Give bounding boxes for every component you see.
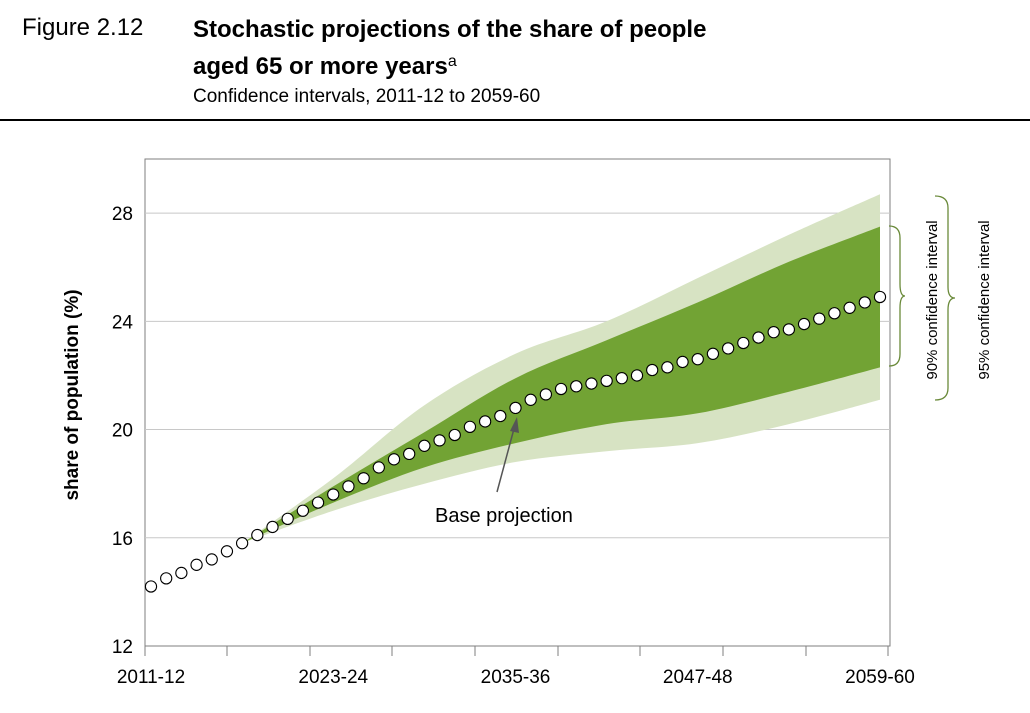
y-tick-label: 12 xyxy=(112,637,133,658)
base-projection-point xyxy=(828,307,841,320)
base-projection-point xyxy=(661,361,674,374)
figure-title: Stochastic projections of the share of p… xyxy=(193,14,706,83)
x-axis: 2011-12 2023-24 2035-36 2047-48 2059-60 xyxy=(117,646,915,688)
base-projection-point xyxy=(175,566,188,580)
x-tick-label: 2023-24 xyxy=(298,667,368,688)
base-projection-point xyxy=(843,301,856,314)
base-projection-arrowhead xyxy=(510,417,519,433)
figure-subtitle: Confidence intervals, 2011-12 to 2059-60 xyxy=(193,86,541,107)
plot-area xyxy=(144,158,891,647)
base-projection-point xyxy=(403,447,416,461)
base-projection-point xyxy=(463,420,477,433)
base-projection-point xyxy=(873,290,887,304)
y-tick-labels: 12 16 20 24 28 xyxy=(112,204,134,658)
base-projection-point xyxy=(554,382,568,396)
base-projection-point xyxy=(190,558,203,571)
base-projection-point xyxy=(311,496,325,509)
base-projection-point xyxy=(721,342,735,355)
base-projection-point xyxy=(281,512,294,525)
base-projection-point xyxy=(539,388,553,401)
figure-title-line2: aged 65 or more years xyxy=(193,53,448,80)
x-tick-label: 2047-48 xyxy=(663,667,733,688)
ci90-label: 90% confidence interval xyxy=(924,220,941,379)
y-axis-label: share of population (%) xyxy=(62,289,83,500)
base-projection-point xyxy=(478,415,492,428)
y-tick-label: 24 xyxy=(112,312,134,333)
base-projection-point xyxy=(235,537,249,550)
ci90-brace xyxy=(888,225,906,367)
x-tick-label: 2011-12 xyxy=(117,667,185,688)
base-projection-point xyxy=(813,312,826,325)
base-projection-point xyxy=(600,374,613,388)
figure-label: Figure 2.12 xyxy=(22,14,144,41)
ci95-brace xyxy=(934,195,956,401)
base-projection-point xyxy=(676,355,689,369)
base-projection-point xyxy=(205,553,218,566)
base-projection-point xyxy=(327,488,340,501)
base-projection-points xyxy=(144,290,887,593)
base-projection-point xyxy=(737,336,750,350)
y-tick-label: 16 xyxy=(112,529,133,550)
base-projection-point xyxy=(767,326,780,339)
base-projection-point xyxy=(266,520,279,534)
base-projection-point xyxy=(615,371,628,385)
base-projection-point xyxy=(570,380,583,393)
base-projection-point xyxy=(630,369,644,382)
base-projection-point xyxy=(691,353,704,366)
base-projection-point xyxy=(797,317,811,331)
base-projection-point xyxy=(524,393,537,406)
x-tick-label: 2059-60 xyxy=(845,667,915,688)
base-projection-arrow xyxy=(496,424,516,493)
base-projection-point xyxy=(646,363,659,377)
figure-title-line1: Stochastic projections of the share of p… xyxy=(193,16,707,43)
base-projection-point xyxy=(220,545,234,558)
base-projection-point xyxy=(251,528,264,542)
base-projection-point xyxy=(418,439,431,452)
figure-title-footnote-marker: a xyxy=(447,53,457,70)
base-projection-point xyxy=(509,401,522,415)
x-tick-label: 2035-36 xyxy=(481,667,551,688)
base-projection-point xyxy=(782,323,796,336)
base-projection-point xyxy=(448,428,461,442)
y-tick-label: 28 xyxy=(112,204,133,225)
base-projection-point xyxy=(144,580,158,593)
base-projection-point xyxy=(357,472,370,485)
base-projection-point xyxy=(433,434,446,447)
base-projection-point xyxy=(296,504,310,517)
base-projection-point xyxy=(160,572,173,585)
title-divider xyxy=(0,119,1030,121)
ci95-label: 95% confidence interval xyxy=(976,220,993,379)
base-projection-point xyxy=(372,461,385,474)
base-projection-point xyxy=(494,409,507,423)
base-projection-point xyxy=(387,453,401,466)
base-projection-point xyxy=(752,331,765,344)
y-tick-label: 20 xyxy=(112,421,133,442)
base-projection-point xyxy=(342,480,355,493)
base-projection-point xyxy=(585,377,598,390)
base-projection-point xyxy=(706,347,720,360)
base-projection-label: Base projection xyxy=(435,505,573,527)
base-projection-point xyxy=(858,296,871,309)
